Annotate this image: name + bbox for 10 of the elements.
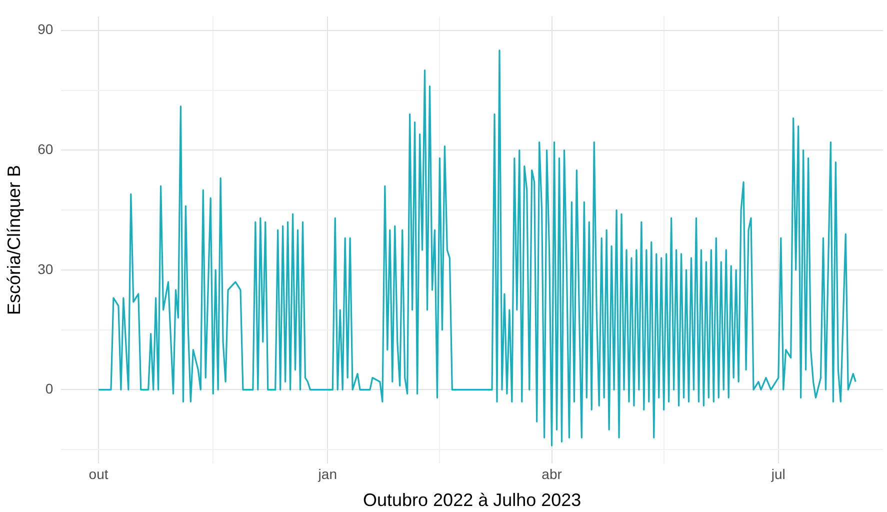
x-tick-label: abr <box>542 466 562 482</box>
y-tick-label: 30 <box>38 260 54 277</box>
y-tick-label: 60 <box>38 141 54 158</box>
y-tick-label: 0 <box>45 380 54 397</box>
x-tick-label: jul <box>770 466 786 482</box>
x-tick-label: out <box>88 466 108 482</box>
x-tick-label: jan <box>317 466 337 482</box>
y-axis-title: Escória/Clínquer B <box>4 164 24 316</box>
y-tick-label: 90 <box>38 21 54 38</box>
x-axis-title: Outubro 2022 à Julho 2023 <box>363 490 582 510</box>
